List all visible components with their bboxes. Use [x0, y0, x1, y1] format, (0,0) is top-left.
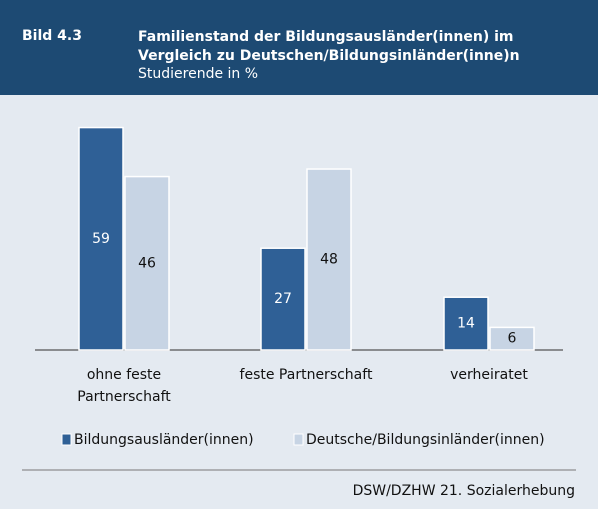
- data-label: 59: [92, 231, 110, 247]
- legend-label: Deutsche/Bildungsinländer(innen): [306, 432, 545, 448]
- source: DSW/DZHW 21. Sozialerhebung: [352, 483, 575, 499]
- data-label: 46: [138, 255, 156, 271]
- x-tick-label: ohne feste Partnerschaft: [77, 367, 171, 405]
- chart-title: Familienstand der Bildungsausländer(inne…: [138, 29, 520, 64]
- data-label: 27: [274, 291, 292, 307]
- bar: [124, 175, 170, 351]
- header: Bild 4.3 Familienstand der Bildungsauslä…: [0, 0, 598, 95]
- legend-label: Bildungsausländer(innen): [74, 432, 254, 448]
- bar: [306, 168, 352, 351]
- chart-subtitle: Studierende in %: [138, 66, 259, 82]
- bar: [260, 247, 306, 351]
- data-label: 48: [320, 252, 338, 268]
- bar: [443, 296, 489, 351]
- x-tick-label: feste Partnerschaft: [239, 367, 373, 383]
- legend-swatch: [293, 433, 304, 446]
- data-label: 14: [457, 316, 475, 332]
- figure-label: Bild 4.3: [22, 28, 82, 44]
- x-tick-label: verheiratet: [450, 367, 528, 383]
- legend-swatch: [61, 433, 72, 446]
- bar: [78, 126, 124, 351]
- bar: [489, 326, 535, 351]
- data-label: 6: [508, 331, 517, 347]
